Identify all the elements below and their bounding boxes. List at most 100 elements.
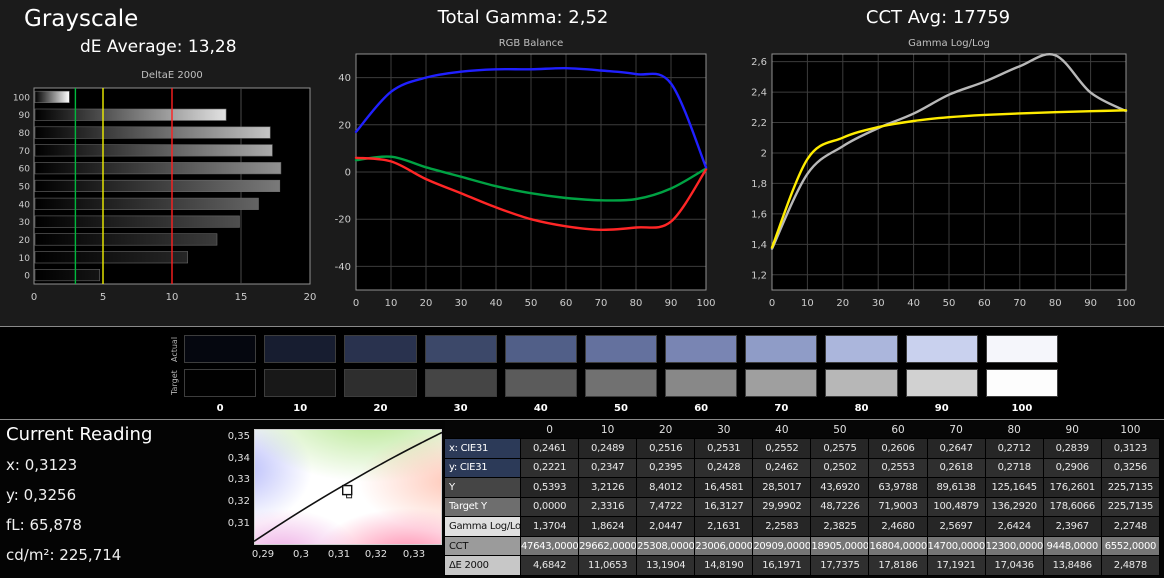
svg-text:100: 100 [1116,298,1135,309]
row-label: x: CIE31 [444,438,521,459]
table-cell: 0,2531 [694,438,754,459]
target-swatch-40 [504,369,577,397]
svg-text:60: 60 [978,298,991,309]
col-header-0: 0 [520,421,579,439]
svg-text:100: 100 [696,298,715,309]
svg-text:20: 20 [836,298,849,309]
swatch-step-label: 50 [614,403,628,414]
swatch-step-label: 10 [293,403,308,414]
table-cell: 89,6138 [926,477,986,498]
table-cell: 176,2601 [1042,477,1102,498]
actual-swatch-10 [264,335,337,363]
daylight-locus-curve [254,431,442,542]
table-cell: 0,2502 [810,457,870,479]
svg-text:-20: -20 [335,215,351,226]
cie-xy-chart: 0,35 0,34 0,33 0,32 0,31 0,29 0,3 0,31 0,32 0,33 [222,423,456,576]
actual-swatch-80 [825,335,898,363]
gamma-chart-title: Gamma Log/Log [908,38,990,49]
target-swatch-70 [745,369,818,397]
svg-text:0: 0 [31,292,37,303]
target-swatch-30 [424,369,497,397]
swatch-step-label: 70 [774,403,789,414]
rgb-balance-line-chart: 0 10 20 30 40 50 60 70 80 90 100 40 20 0 -20 -40 [335,53,716,309]
actual-swatch-70 [745,335,818,363]
table-cell: 48,7226 [810,496,870,518]
table-row: CCT 47643,0000 29662,0000 25308,0000 23006,0… [444,535,1161,557]
col-header-50: 50 [810,421,869,439]
cie-y-tick: 0,31 [227,518,250,529]
actual-swatch-20 [344,335,417,363]
table-cell: 0,2606 [868,438,928,459]
table-cell: 2,5697 [926,516,986,537]
current-reading-title: Current Reading [6,424,153,445]
target-swatch-0 [184,369,257,397]
table-cell: 0,2516 [636,438,696,459]
reading-y: y: 0,3256 [6,486,76,504]
svg-text:0: 0 [345,168,351,179]
deltae-bar-70 [34,144,273,157]
target-swatch-20 [344,369,417,397]
svg-text:20: 20 [304,292,317,303]
table-cell: 0,2718 [984,457,1044,479]
table-cell: 0,2906 [1042,457,1102,479]
table-cell: 0,2839 [1042,438,1102,459]
table-cell: 18905,0000 [810,535,870,557]
reading-cdm2-label: cd/m²: [6,546,55,564]
table-cell: 0,2575 [810,438,870,459]
swatch-step-label: 40 [533,403,548,414]
svg-text:20: 20 [420,298,433,309]
swatch-step-label: 0 [216,403,224,414]
table-row: Y 0,5393 3,2126 8,4012 16,4581 28,5017 43,6920… [444,477,1161,498]
table-cell: 71,9003 [868,496,928,518]
target-swatch-80 [825,369,898,397]
table-cell: 136,2920 [984,496,1044,518]
target-swatch-50 [584,369,658,397]
table-cell: 16804,0000 [868,535,928,557]
actual-swatch-30 [424,335,497,363]
reference-series-line [770,109,1128,249]
svg-text:30: 30 [455,298,468,309]
svg-text:1,4: 1,4 [751,240,767,251]
table-cell: 0,2428 [694,457,754,479]
target-swatch-90 [905,369,978,397]
reading-fl-label: fL: [6,516,25,534]
svg-text:10: 10 [385,298,398,309]
target-swatch-10 [264,369,337,397]
svg-text:50: 50 [525,298,538,309]
col-header-blank [444,421,521,439]
svg-text:80: 80 [630,298,643,309]
table-cell: 8,4012 [636,477,696,498]
table-cell: 100,4879 [926,496,986,518]
green-series-line [354,155,708,202]
deltae-bar-60 [34,162,282,175]
row-label: ΔE 2000 [444,555,521,576]
svg-text:90: 90 [19,111,31,121]
deltae-bar-10 [34,251,188,264]
svg-text:100: 100 [13,93,30,103]
target-swatch-100 [985,369,1058,397]
svg-text:10: 10 [19,254,31,264]
table-cell: 43,6920 [810,477,870,498]
svg-text:40: 40 [338,73,351,84]
table-cell: 2,3825 [810,516,870,537]
reading-fl-value: 65,878 [29,516,82,534]
reading-cdm2-value: 225,714 [59,546,122,564]
col-header-70: 70 [927,421,986,439]
svg-text:10: 10 [166,292,179,303]
actual-swatch-50 [584,335,658,363]
deltae-bar-50 [34,179,281,192]
table-cell: 1,3704 [519,516,580,537]
target-row-label: Target [170,370,179,396]
table-cell: 23006,0000 [694,535,754,557]
svg-text:10: 10 [801,298,814,309]
charts-section: Grayscale dE Average: 13,28 Total Gamma:… [0,0,1164,327]
deltae-bar-0 [34,269,100,282]
svg-text:20: 20 [338,120,351,131]
table-cell: 0,2461 [519,438,580,459]
reading-y-value: 0,3256 [23,486,77,504]
svg-text:70: 70 [19,147,31,157]
page-title: Grayscale [24,6,139,32]
table-cell: 25308,0000 [636,535,696,557]
swatch-step-label: 90 [934,403,949,414]
cie-y-tick: 0,32 [227,496,250,507]
